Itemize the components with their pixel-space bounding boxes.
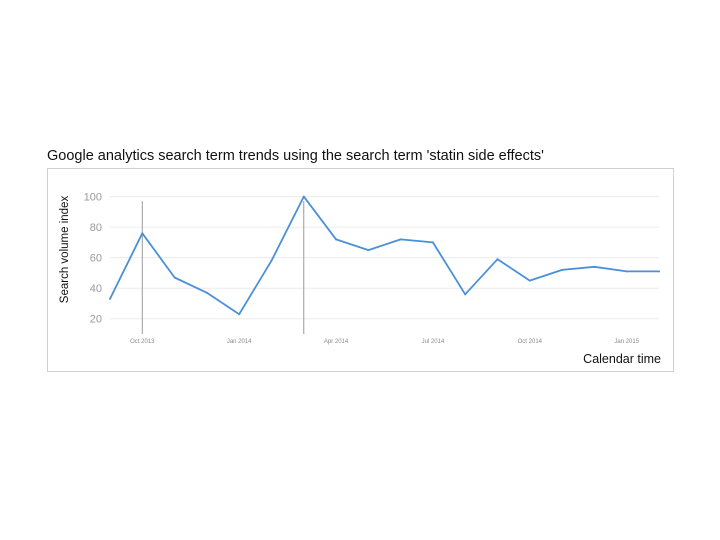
data-point [658,270,660,273]
x-tick-label: Oct 2013 [130,339,155,345]
line-chart: 20 40 60 80 100 Oct 2013 Jan 2014 Apr 2014 Jul 2… [59,192,661,366]
data-point [205,291,208,294]
y-tick-label: 60 [90,253,102,265]
y-tick-label: 100 [84,192,102,204]
chart-title: Google analytics search term trends usin… [47,148,544,164]
chart-frame: 20 40 60 80 100 Oct 2013 Jan 2014 Apr 2014 Jul 2… [47,168,674,372]
data-point [561,268,564,271]
x-axis-label: Calendar time [583,352,661,366]
data-point [367,249,370,252]
data-point [464,293,467,296]
data-point [593,265,596,268]
data-point [335,238,338,241]
data-point [399,238,402,241]
data-point [109,297,111,300]
data-point [302,195,305,198]
x-tick-label: Jan 2014 [227,339,252,345]
y-tick-label: 80 [90,222,102,234]
data-point [141,232,144,235]
x-tick-label: Oct 2014 [518,339,543,345]
y-tick-label: 20 [90,314,102,326]
data-point [625,270,628,273]
data-point [238,313,241,316]
y-tick-label: 40 [90,283,102,295]
data-point [431,241,434,244]
data-point [270,259,273,262]
x-tick-label: Apr 2014 [324,339,349,345]
data-point [173,276,176,279]
series-line [109,195,659,316]
x-tick-label: Jul 2014 [422,339,445,345]
data-point [496,258,499,261]
y-axis-label: Search volume index [59,196,71,304]
x-tick-label: Jan 2015 [614,339,639,345]
data-point [528,279,531,282]
